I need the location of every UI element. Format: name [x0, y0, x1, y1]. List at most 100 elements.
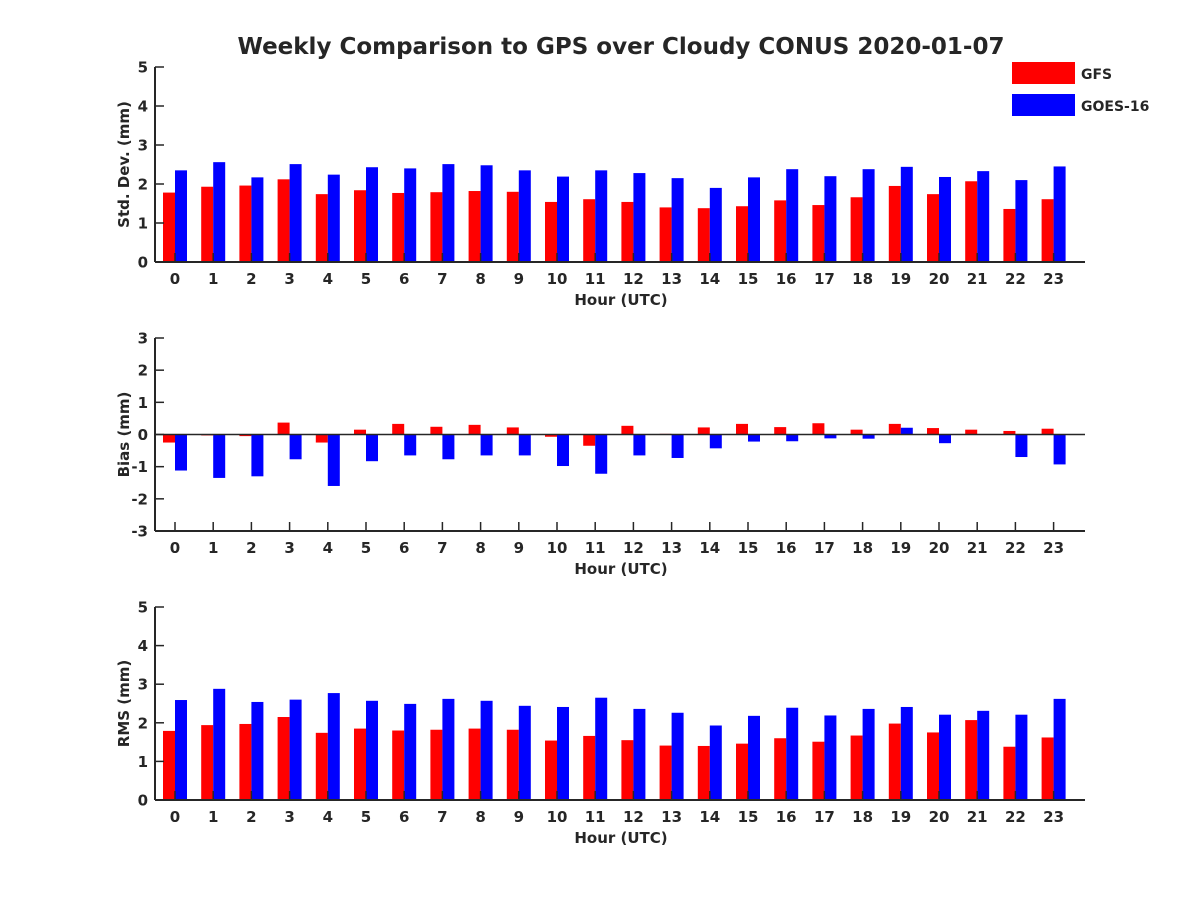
std-xtick-label: 16 — [776, 270, 797, 288]
rms-xtick-label: 1 — [208, 808, 218, 826]
rms-xtick-label: 20 — [929, 808, 950, 826]
rms-bar-gfs-16 — [774, 738, 787, 800]
std-xtick-label: 8 — [475, 270, 485, 288]
bias-xtick-label: 13 — [661, 539, 682, 557]
rms-xtick-label: 19 — [890, 808, 911, 826]
rms-xtick-label: 17 — [814, 808, 835, 826]
rms-bar-goes16-3 — [289, 699, 302, 800]
rms-bar-goes16-4 — [327, 693, 340, 800]
bias-bar-gfs-14 — [697, 427, 710, 435]
bias-bar-gfs-15 — [736, 423, 748, 435]
bias-bar-goes16-13 — [671, 434, 684, 458]
bias-bar-goes16-22 — [1015, 434, 1028, 458]
bias-bar-goes16-15 — [748, 434, 760, 442]
bias-xtick-label: 20 — [929, 539, 950, 557]
bias-xtick-label: 9 — [514, 539, 524, 557]
rms-bar-goes16-14 — [709, 725, 722, 800]
std-bar-goes16-19 — [900, 166, 913, 262]
std-bar-gfs-17 — [812, 205, 825, 262]
std-bar-goes16-7 — [442, 164, 455, 262]
std-bar-goes16-12 — [633, 173, 646, 262]
bias-xtick-label: 3 — [284, 539, 294, 557]
rms-ytick-label: 5 — [138, 599, 148, 617]
rms-bar-goes16-12 — [633, 708, 646, 800]
std-bar-goes16-4 — [327, 174, 340, 262]
bias-bar-gfs-5 — [354, 429, 366, 435]
rms-bar-gfs-21 — [965, 720, 978, 800]
rms-bar-goes16-1 — [213, 688, 226, 800]
std-bar-gfs-12 — [621, 201, 634, 262]
std-xtick-label: 11 — [585, 270, 606, 288]
bias-bar-gfs-23 — [1041, 428, 1054, 435]
std-xtick-label: 6 — [399, 270, 409, 288]
legend-label-gfs: GFS — [1081, 67, 1112, 83]
std-bar-goes16-6 — [404, 168, 417, 262]
bias-ytick-label: -3 — [131, 523, 148, 541]
bias-bar-goes16-14 — [709, 434, 722, 449]
rms-bar-gfs-22 — [1003, 746, 1016, 800]
rms-bar-goes16-8 — [480, 700, 493, 800]
std-xtick-label: 19 — [890, 270, 911, 288]
rms-xtick-label: 21 — [967, 808, 988, 826]
bias-bar-gfs-4 — [315, 434, 328, 443]
bias-xtick-label: 6 — [399, 539, 409, 557]
std-xtick-label: 23 — [1043, 270, 1064, 288]
std-bar-gfs-23 — [1041, 199, 1054, 262]
std-bar-goes16-13 — [671, 178, 684, 262]
bias-bar-gfs-6 — [392, 423, 405, 435]
bias-xtick-label: 17 — [814, 539, 835, 557]
rms-bar-goes16-15 — [748, 715, 760, 800]
std-xtick-label: 1 — [208, 270, 218, 288]
std-bar-gfs-6 — [392, 192, 405, 262]
std-xtick-label: 10 — [547, 270, 568, 288]
std-xtick-label: 5 — [361, 270, 371, 288]
rms-bar-gfs-19 — [888, 723, 901, 800]
bias-bar-goes16-19 — [900, 427, 913, 435]
std-xtick-label: 9 — [514, 270, 524, 288]
std-bar-goes16-10 — [557, 176, 569, 262]
bias-xtick-label: 22 — [1005, 539, 1026, 557]
rms-xtick-label: 3 — [284, 808, 294, 826]
bias-bar-gfs-10 — [545, 434, 557, 437]
std-bar-goes16-16 — [786, 169, 799, 262]
bias-bar-gfs-12 — [621, 425, 634, 435]
std-bar-goes16-2 — [251, 177, 264, 262]
std-ytick-label: 0 — [138, 254, 148, 272]
std-bar-gfs-10 — [545, 201, 557, 262]
rms-bar-gfs-5 — [354, 728, 366, 800]
rms-bar-goes16-5 — [366, 700, 378, 800]
bias-y-axis-label: Bias (mm) — [115, 392, 133, 478]
rms-bar-gfs-9 — [506, 729, 519, 800]
std-bar-gfs-16 — [774, 200, 787, 262]
std-bar-gfs-5 — [354, 190, 366, 262]
bias-bar-goes16-18 — [862, 434, 875, 439]
std-bar-goes16-5 — [366, 167, 378, 262]
bias-bar-gfs-0 — [163, 434, 175, 443]
bias-bar-gfs-7 — [430, 426, 443, 435]
bias-ytick-label: 0 — [138, 426, 148, 444]
bias-xtick-label: 1 — [208, 539, 218, 557]
rms-ytick-label: 0 — [138, 792, 148, 810]
bias-bar-gfs-8 — [468, 424, 481, 435]
bias-bar-gfs-2 — [239, 434, 252, 437]
bias-xtick-label: 7 — [437, 539, 447, 557]
rms-bar-goes16-21 — [977, 710, 990, 800]
rms-bar-goes16-11 — [595, 697, 608, 800]
std-ytick-label: 5 — [138, 59, 148, 77]
std-bar-gfs-19 — [888, 185, 901, 262]
rms-bar-gfs-1 — [201, 725, 214, 800]
std-bar-goes16-1 — [213, 162, 226, 262]
std-bar-goes16-18 — [862, 169, 875, 262]
bias-ytick-label: 1 — [138, 394, 148, 412]
rms-xtick-label: 14 — [699, 808, 720, 826]
rms-xtick-label: 7 — [437, 808, 447, 826]
bias-bar-gfs-11 — [583, 434, 596, 446]
bias-xtick-label: 8 — [475, 539, 485, 557]
std-bar-gfs-0 — [163, 192, 175, 262]
bias-bar-goes16-20 — [939, 434, 951, 444]
bias-bar-gfs-9 — [506, 427, 519, 435]
rms-xtick-label: 4 — [323, 808, 333, 826]
rms-xtick-label: 5 — [361, 808, 371, 826]
rms-bar-gfs-18 — [850, 735, 863, 800]
